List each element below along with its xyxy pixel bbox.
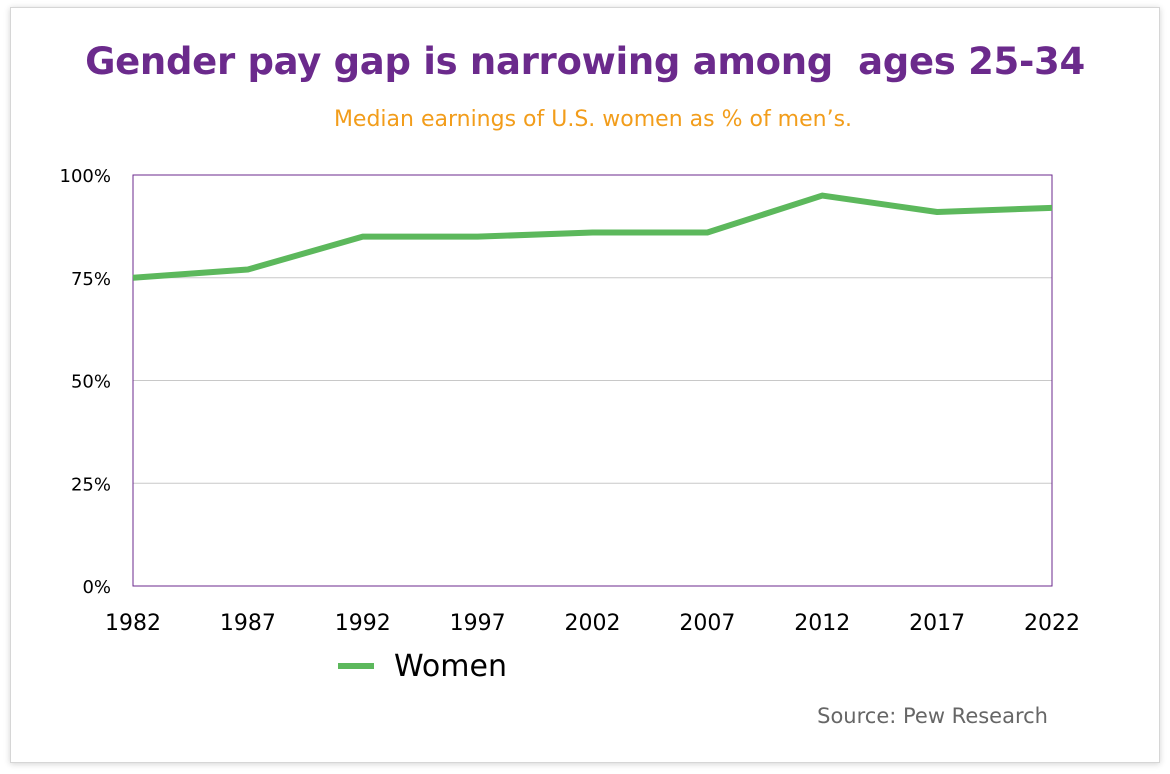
- legend: Women: [338, 646, 507, 686]
- chart-card: [10, 7, 1160, 763]
- series-layer: [132, 192, 1053, 281]
- x-tick-label: 2007: [679, 611, 735, 636]
- x-tick-label: 2012: [794, 611, 850, 636]
- x-tick-label: 1987: [220, 611, 276, 636]
- y-tick-label: 25%: [71, 474, 111, 495]
- chart-title: Gender pay gap is narrowing among ages 2…: [85, 40, 1085, 83]
- x-axis-labels: 1982 1987 1992 1997 2002 2007 2012 2017 2022: [105, 611, 1080, 636]
- x-tick-label: 2002: [565, 611, 621, 636]
- y-tick-label: 75%: [71, 269, 111, 290]
- x-tick-label: 1982: [105, 611, 161, 636]
- chart-subtitle: Median earnings of U.S. women as % of me…: [333, 107, 853, 132]
- plot-area-border: [132, 174, 1053, 587]
- x-tick-label: 2022: [1024, 611, 1080, 636]
- x-tick-label: 1992: [335, 611, 391, 636]
- gridlines: [133, 277, 1052, 484]
- legend-label-women: Women: [394, 648, 507, 684]
- y-tick-label: 50%: [71, 372, 111, 393]
- y-tick-label: 0%: [82, 577, 111, 598]
- y-tick-label: 100%: [60, 166, 111, 187]
- x-tick-label: 1997: [450, 611, 506, 636]
- x-tick-label: 2017: [909, 611, 965, 636]
- y-axis-labels: 0% 25% 50% 75% 100%: [60, 166, 111, 598]
- source-note: Source: Pew Research: [817, 704, 1048, 728]
- legend-swatch-women: [338, 663, 374, 669]
- series-line-women: [132, 192, 1053, 281]
